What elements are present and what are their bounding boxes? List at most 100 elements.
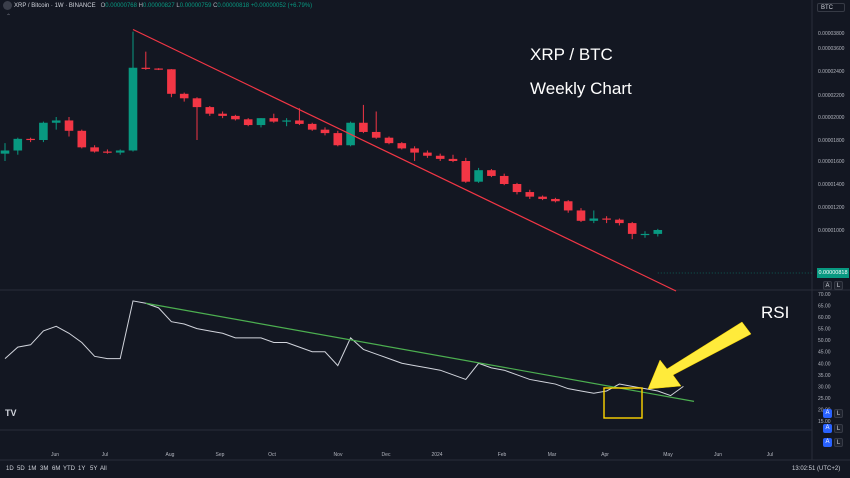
candle-body	[269, 118, 279, 122]
candle-body	[371, 131, 381, 138]
candle-body	[192, 98, 202, 108]
rsi-tick-label: 40.00	[818, 361, 831, 367]
candle-body	[499, 175, 509, 184]
candle-body	[26, 138, 35, 141]
highlight-box	[603, 387, 643, 419]
pointer-arrow-icon	[647, 321, 752, 390]
timeframe-5y[interactable]: 5Y	[90, 466, 98, 472]
candle-body	[103, 151, 112, 153]
annotation-rsi-label: RSI	[761, 303, 790, 322]
axis-ticks: 0.00003800 0.00003600 0.00002400 0.00002200…	[51, 31, 845, 458]
time-tick-label: Jul	[102, 452, 108, 458]
candle-body	[243, 119, 253, 126]
time-tick-label: 2024	[431, 452, 442, 458]
rsi-tick-label: 30.00	[818, 384, 831, 390]
rsi-pane	[4, 300, 695, 402]
candle-body	[576, 210, 586, 221]
candle-body	[474, 170, 483, 182]
candle-body	[615, 219, 624, 224]
pane2-auto-scale-button[interactable]: A	[823, 424, 832, 433]
time-tick-label: Jun	[51, 452, 59, 458]
candle-body	[154, 68, 163, 70]
rsi-line	[4, 300, 684, 397]
candle-body	[115, 150, 125, 153]
candle-body	[448, 158, 458, 161]
candle-body	[307, 123, 317, 130]
rsi-tick-label: 55.00	[818, 327, 831, 333]
timeframe-6m[interactable]: 6M	[52, 466, 61, 472]
rsi-tick-label: 15.00	[818, 419, 831, 425]
candle-body	[461, 161, 471, 182]
candle-body	[141, 67, 151, 69]
collapse-arrow-icon[interactable]: ⌃	[6, 14, 12, 20]
price-tick-label: 0.00003600	[818, 46, 845, 52]
timeframe-1y[interactable]: 1Y	[78, 466, 86, 472]
timeframe-3m[interactable]: 3M	[40, 466, 49, 472]
price-tick-label: 0.00002200	[818, 93, 845, 99]
time-tick-label: Nov	[334, 452, 343, 458]
rsi-tick-label: 70.00	[818, 292, 831, 298]
candle-body	[128, 67, 138, 151]
candle-body	[0, 150, 10, 154]
annotation-title: XRP / BTC	[530, 45, 613, 64]
time-tick-label: Apr	[601, 452, 609, 458]
candle-body	[90, 147, 99, 152]
time-tick-label: Jun	[714, 452, 722, 458]
price-tick-label: 0.00001200	[818, 205, 845, 211]
rsi-log-scale-button[interactable]: L	[834, 409, 843, 418]
pane2-log-scale-button[interactable]: L	[834, 424, 843, 433]
candle-body	[320, 129, 330, 134]
candle-body	[551, 198, 560, 202]
rsi-tick-label: 60.00	[818, 315, 831, 321]
time-tick-label: Feb	[498, 452, 507, 458]
candle-body	[397, 143, 407, 149]
candle-body	[359, 122, 368, 132]
candle-body	[295, 120, 304, 124]
auto-scale-button[interactable]: A	[823, 281, 832, 290]
candle-body	[435, 155, 445, 159]
candle-body	[384, 137, 394, 144]
pane3-auto-scale-button[interactable]: A	[823, 438, 832, 447]
candle-body	[423, 152, 432, 156]
rsi-auto-scale-button[interactable]: A	[823, 409, 832, 418]
price-tick-label: 0.00003800	[818, 31, 845, 37]
price-tick-label: 0.00001600	[818, 159, 845, 165]
time-tick-label: May	[663, 452, 673, 458]
last-price-tag: 0.00000818	[817, 268, 849, 278]
timeframe-1d[interactable]: 1D	[6, 466, 14, 472]
candle-body	[205, 107, 215, 114]
pane3-log-scale-button[interactable]: L	[834, 438, 843, 447]
candle-body	[410, 148, 419, 153]
symbol-name: XRP / Bitcoin · 1W · BINANCE	[14, 3, 96, 9]
currency-selector[interactable]: BTC	[817, 3, 845, 12]
timeframe-ytd[interactable]: YTD	[63, 466, 75, 472]
rsi-trendline	[145, 302, 695, 402]
candle-body	[282, 120, 291, 122]
price-tick-label: 0.00001800	[818, 138, 845, 144]
log-scale-button[interactable]: L	[834, 281, 843, 290]
candle-body	[487, 170, 496, 176]
candle-body	[13, 138, 23, 151]
candle-body	[640, 233, 650, 236]
price-tick-label: 0.00001400	[818, 182, 845, 188]
price-tick-label: 0.00002400	[818, 69, 845, 75]
rsi-tick-label: 50.00	[818, 338, 831, 344]
price-tick-label: 0.00002000	[818, 115, 845, 121]
rsi-tick-label: 65.00	[818, 304, 831, 310]
time-tick-label: Dec	[382, 452, 391, 458]
candle-body	[77, 130, 87, 148]
timeframe-all[interactable]: All	[100, 466, 107, 472]
candle-body	[39, 122, 48, 140]
rsi-tick-label: 35.00	[818, 373, 831, 379]
price-change: +0.00000052 (+6.79%)	[250, 3, 313, 9]
time-tick-label: Sep	[216, 452, 225, 458]
timeframe-5d[interactable]: 5D	[17, 466, 25, 472]
rsi-tick-label: 45.00	[818, 350, 831, 356]
timeframe-1m[interactable]: 1M	[28, 466, 37, 472]
candle-body	[179, 93, 189, 99]
price-tick-label: 0.00001000	[818, 228, 845, 234]
candle-body	[231, 115, 240, 120]
time-tick-label: Aug	[166, 452, 175, 458]
candle-body	[563, 201, 573, 211]
